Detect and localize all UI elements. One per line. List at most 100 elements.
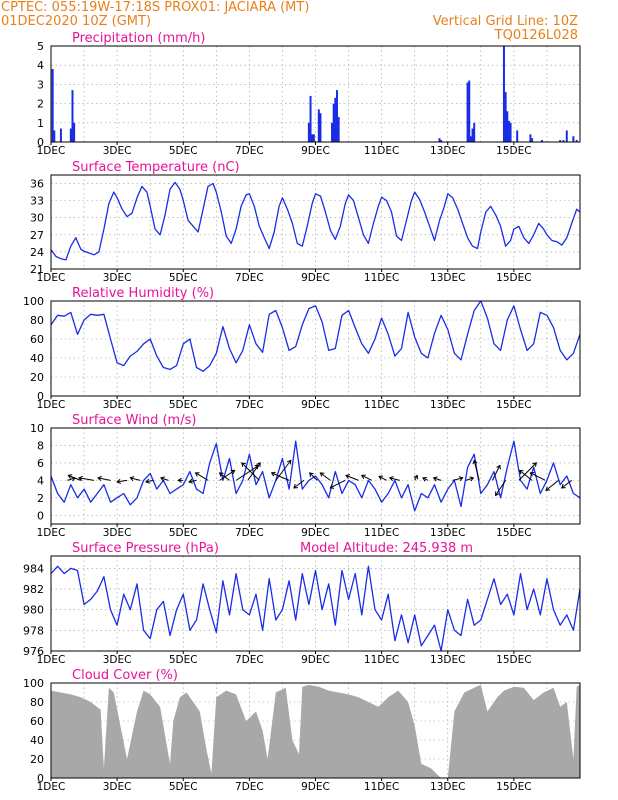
wind-arrow-head [293, 483, 298, 489]
wind-arrow-head [472, 459, 478, 465]
precip-bar [540, 140, 543, 142]
cloud-xtick-label: 3DEC [103, 781, 132, 793]
humidity-ytick-label: 80 [30, 314, 44, 327]
wind-arrow-head [495, 491, 500, 497]
wind-ytick-label: 4 [37, 474, 44, 487]
cloud-ytick-label: 100 [23, 677, 44, 690]
temperature-xtick-label: 11DEC [364, 272, 399, 284]
precip-bar [504, 92, 507, 142]
pressure-ytick-label: 976 [23, 645, 44, 658]
precip-bar [575, 140, 578, 142]
cloud-xtick-label: 11DEC [364, 781, 399, 793]
pressure-annotation: Model Altitude: 245.938 m [300, 541, 473, 556]
header-date: 01DEC2020 10Z (GMT) [1, 14, 152, 29]
temperature-xtick-label: 5DEC [169, 272, 198, 284]
wind-xtick-label: 13DEC [430, 527, 465, 539]
precip-xtick-label: 13DEC [430, 145, 465, 157]
wind-arrow-head [129, 476, 135, 482]
cloud-area [51, 684, 580, 778]
wind-ytick-label: 0 [37, 509, 44, 522]
wind-arrow-head [388, 476, 394, 482]
wind-arrow [78, 477, 95, 481]
wind-arrow [491, 465, 501, 481]
precip-bar [332, 103, 335, 142]
precip-ytick-label: 2 [37, 98, 44, 111]
cloud-ytick-label: 20 [30, 753, 44, 766]
wind-arrow-head [256, 462, 261, 467]
precip-bar [71, 90, 74, 142]
wind-xtick-label: 9DEC [301, 527, 330, 539]
temperature-xtick-label: 7DEC [235, 272, 264, 284]
wind-ytick-label: 10 [30, 422, 44, 435]
pressure-xtick-label: 13DEC [430, 654, 465, 666]
precip-xtick-label: 3DEC [103, 145, 132, 157]
wind-arrow-head [345, 474, 351, 479]
temperature-ytick-label: 21 [30, 263, 44, 276]
wind-arrow [518, 462, 537, 481]
precip-xtick-label: 11DEC [364, 145, 399, 157]
precip-bar [51, 69, 54, 142]
temperature-ytick-label: 27 [30, 229, 44, 242]
header-code: TQ0126L028 [494, 28, 578, 43]
wind-ytick-label: 8 [37, 439, 44, 452]
precip-bar [509, 122, 512, 142]
pressure-xtick-label: 3DEC [103, 654, 132, 666]
precip-bar [502, 46, 505, 142]
precip-ytick-label: 1 [37, 117, 44, 130]
precip-bar [334, 97, 337, 142]
wind-arrow [545, 479, 559, 491]
wind-panel [50, 427, 581, 527]
wind-arrow-head [160, 476, 165, 482]
wind-arrow [530, 472, 546, 481]
precip-bar [69, 128, 72, 142]
wind-arrow-head [518, 469, 524, 475]
wind-arrow [293, 479, 305, 489]
precip-bar [312, 134, 315, 142]
pressure-xtick-label: 5DEC [169, 654, 198, 666]
wind-xtick-label: 3DEC [103, 527, 132, 539]
wind-arrow [330, 479, 346, 489]
wind-arrow [433, 477, 442, 481]
humidity-xtick-label: 9DEC [301, 399, 330, 411]
wind-xtick-label: 11DEC [364, 527, 399, 539]
humidity-xtick-label: 11DEC [364, 399, 399, 411]
wind-arrow-head [78, 475, 83, 481]
precip-bar [337, 117, 340, 142]
wind-arrow [145, 479, 154, 483]
temperature-xtick-label: 1DEC [37, 272, 66, 284]
cloud-ytick-label: 60 [30, 715, 44, 728]
cloud-xtick-label: 15DEC [496, 781, 531, 793]
wind-title: Surface Wind (m/s) [72, 413, 196, 428]
wind-arrow-head [177, 477, 182, 483]
wind-arrow [309, 472, 318, 481]
humidity-ytick-label: 20 [30, 371, 44, 384]
wind-arrow-head [360, 474, 366, 480]
wind-arrow [68, 474, 81, 481]
wind-arrow [116, 479, 128, 483]
wind-arrow-head [329, 484, 335, 489]
temperature-xtick-label: 15DEC [496, 272, 531, 284]
wind-ytick-label: 2 [37, 492, 44, 505]
humidity-series-line [50, 300, 581, 372]
pressure-xtick-label: 7DEC [235, 654, 264, 666]
precip-xtick-label: 1DEC [37, 145, 66, 157]
temperature-xtick-label: 9DEC [301, 272, 330, 284]
pressure-title: Surface Pressure (hPa) [72, 541, 219, 556]
precip-bar [309, 95, 312, 142]
wind-arrow-head [496, 464, 501, 470]
cloud-panel [50, 682, 581, 781]
wind-arrow-head [532, 462, 537, 467]
pressure-xtick-label: 9DEC [301, 654, 330, 666]
wind-series-line [50, 440, 581, 512]
wind-arrow [271, 472, 290, 481]
wind-arrow-head [97, 475, 102, 481]
cloud-xtick-label: 9DEC [301, 781, 330, 793]
wind-arrow [130, 477, 141, 481]
wind-arrow [389, 477, 400, 481]
wind-arrow-head [67, 474, 73, 479]
wind-arrow [378, 475, 387, 481]
precip-bar [562, 140, 565, 142]
wind-arrow-head [309, 472, 314, 477]
humidity-ytick-label: 100 [23, 295, 44, 308]
